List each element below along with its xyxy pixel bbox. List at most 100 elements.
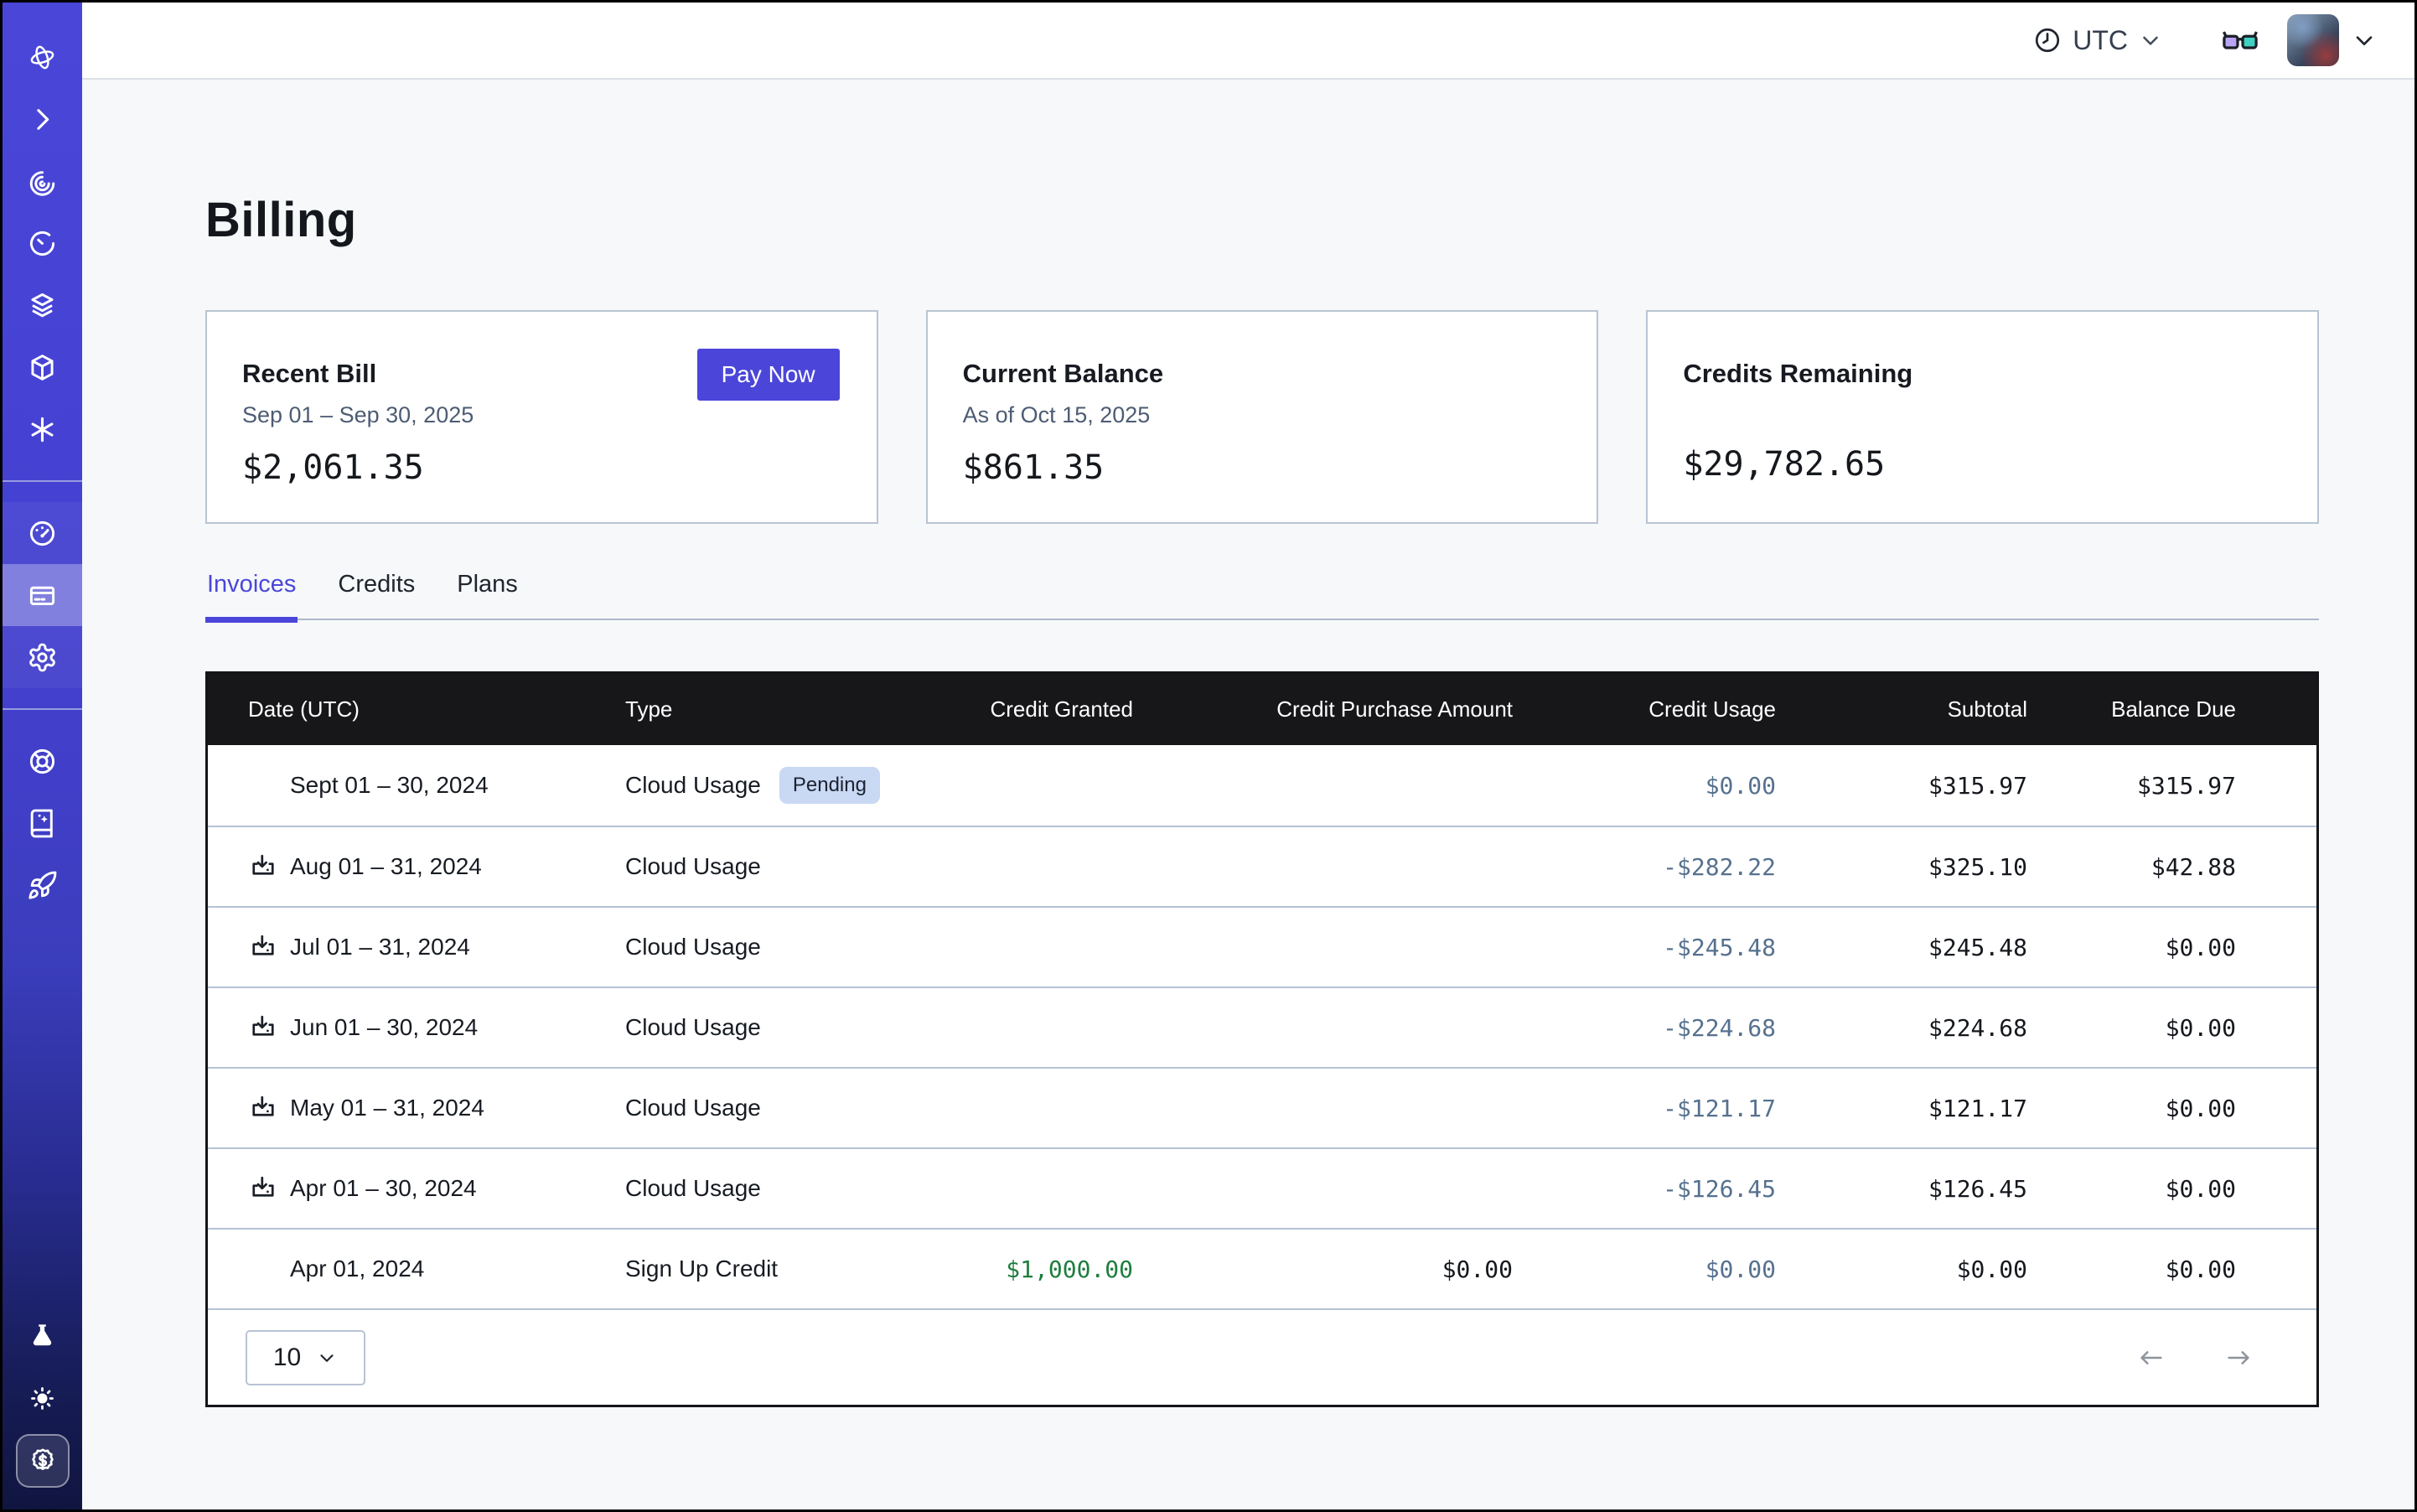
invoice-date: Apr 01 – 30, 2024 xyxy=(290,1175,477,1201)
invoice-date: Apr 01, 2024 xyxy=(290,1256,425,1282)
invoice-type-cell: Cloud Usage xyxy=(625,1095,935,1121)
sidebar-item-labs[interactable] xyxy=(3,1305,82,1367)
credits-remaining-amount: $29,782.65 xyxy=(1683,445,1886,484)
invoice-date-cell: May 01 – 31, 2024 xyxy=(208,1093,625,1123)
tab-plans[interactable]: Plans xyxy=(457,571,518,598)
sidebar-item-support[interactable] xyxy=(3,730,82,792)
asterisk-icon xyxy=(27,414,58,445)
credit-granted-value: $1,000.00 xyxy=(1006,1255,1133,1283)
pay-now-button[interactable]: Pay Now xyxy=(696,349,840,401)
download-icon[interactable] xyxy=(248,1093,278,1123)
sidebar-item-theme[interactable] xyxy=(3,1367,82,1429)
table-row: Aug 01 – 31, 2024 Cloud Usage -$282.22 $… xyxy=(208,826,2316,906)
balance-due-value: $42.88 xyxy=(2150,852,2236,881)
credit-card-icon xyxy=(27,580,58,611)
download-slot xyxy=(248,770,290,800)
credit-usage-value: $0.00 xyxy=(1705,771,1776,800)
invoice-date: Aug 01 – 31, 2024 xyxy=(290,853,482,879)
balance-due-value: $0.00 xyxy=(2165,933,2236,961)
timezone-label: UTC xyxy=(2073,24,2128,55)
orbit-logo-icon xyxy=(27,42,58,73)
summary-cards: Recent Bill Sep 01 – Sep 30, 2025 $2,061… xyxy=(205,310,2319,524)
credit-usage-value: -$121.17 xyxy=(1663,1094,1776,1122)
pager xyxy=(2132,1344,2258,1371)
status-badge: Pending xyxy=(779,767,880,804)
gear-icon xyxy=(27,642,58,673)
rocket-icon xyxy=(27,870,58,901)
invoice-type-cell: Cloud Usage xyxy=(625,934,935,961)
cube-icon xyxy=(27,352,58,383)
download-slot xyxy=(248,932,290,962)
col-header-credit-granted: Credit Granted xyxy=(990,696,1133,722)
flask-icon xyxy=(27,1321,58,1352)
tab-invoices[interactable]: Invoices xyxy=(205,571,298,623)
table-header-row: Date (UTC) Type Credit Granted Credit Pu… xyxy=(208,674,2316,745)
invoice-type-cell: Cloud Usage Pending xyxy=(625,767,935,804)
invoice-date-cell: Sept 01 – 30, 2024 xyxy=(208,770,625,800)
billing-period: Sep 01 – Sep 30, 2025 xyxy=(242,402,474,427)
sidebar-item-docs[interactable] xyxy=(3,792,82,854)
sidebar-item-credits[interactable] xyxy=(15,1434,70,1488)
balance-due-value: $0.00 xyxy=(2165,1094,2236,1122)
tab-credits[interactable]: Credits xyxy=(338,571,416,598)
download-icon[interactable] xyxy=(248,1173,278,1204)
col-header-balance-due: Balance Due xyxy=(2111,696,2236,722)
credits-remaining-card: Credits Remaining $29,782.65 xyxy=(1646,310,2319,524)
download-icon[interactable] xyxy=(248,932,278,962)
invoice-type: Cloud Usage xyxy=(625,1095,761,1121)
sidebar-item-usage[interactable] xyxy=(3,502,82,564)
layers-icon xyxy=(27,290,58,321)
subtotal-value: $121.17 xyxy=(1928,1094,2027,1122)
sidebar-item-cube[interactable] xyxy=(3,336,82,398)
balance-due-value: $0.00 xyxy=(2165,1255,2236,1283)
recent-bill-card: Recent Bill Sep 01 – Sep 30, 2025 $2,061… xyxy=(205,310,878,524)
current-balance-card: Current Balance As of Oct 15, 2025 $861.… xyxy=(925,310,1599,524)
sidebar xyxy=(3,3,82,1509)
invoice-type: Cloud Usage xyxy=(625,772,761,798)
timezone-dropdown[interactable]: UTC xyxy=(2032,25,2163,56)
next-page-arrow-icon[interactable] xyxy=(2219,1344,2258,1371)
spiral-icon xyxy=(27,166,58,197)
billing-page: Billing Recent Bill Sep 01 – Sep 30, 202… xyxy=(82,80,2414,1509)
sidebar-item-layers[interactable] xyxy=(3,274,82,336)
credit-usage-value: -$224.68 xyxy=(1663,1013,1776,1042)
invoice-date-cell: Jun 01 – 30, 2024 xyxy=(208,1012,625,1043)
download-icon[interactable] xyxy=(248,852,278,882)
table-row: Apr 01 – 30, 2024 Cloud Usage -$126.45 $… xyxy=(208,1147,2316,1228)
sidebar-divider xyxy=(3,708,82,710)
invoice-type: Cloud Usage xyxy=(625,1014,761,1040)
page-size-select[interactable]: 10 xyxy=(246,1329,365,1385)
view-mode-button[interactable] xyxy=(2218,23,2262,58)
account-menu[interactable] xyxy=(2287,14,2378,66)
invoice-date-cell: Jul 01 – 31, 2024 xyxy=(208,932,625,962)
recent-bill-amount: $2,061.35 xyxy=(242,448,424,487)
dollar-badge-icon xyxy=(28,1446,58,1476)
previous-page-arrow-icon[interactable] xyxy=(2132,1344,2171,1371)
balance-due-value: $0.00 xyxy=(2165,1174,2236,1203)
lifebuoy-icon xyxy=(27,746,58,777)
balance-as-of: As of Oct 15, 2025 xyxy=(962,402,1151,427)
topbar: UTC xyxy=(82,3,2414,80)
sidebar-item-asterisk[interactable] xyxy=(3,398,82,460)
sidebar-item-spiral[interactable] xyxy=(3,150,82,212)
sidebar-item-history[interactable] xyxy=(3,212,82,274)
download-slot xyxy=(248,1173,290,1204)
app-logo-button[interactable] xyxy=(3,26,82,88)
sidebar-item-billing[interactable] xyxy=(3,564,82,626)
table-row: Jun 01 – 30, 2024 Cloud Usage -$224.68 $… xyxy=(208,986,2316,1067)
sidebar-item-settings[interactable] xyxy=(3,626,82,688)
sidebar-spacer xyxy=(3,916,82,1305)
clock-icon xyxy=(2032,25,2062,55)
invoice-table-body: Sept 01 – 30, 2024 Cloud Usage Pending $… xyxy=(208,745,2316,1308)
sidebar-item-getting-started[interactable] xyxy=(3,854,82,916)
download-icon[interactable] xyxy=(248,1012,278,1043)
chevron-right-icon xyxy=(27,104,58,135)
sidebar-expand-button[interactable] xyxy=(3,88,82,150)
credit-usage-value: -$245.48 xyxy=(1663,933,1776,961)
col-header-credit-usage: Credit Usage xyxy=(1648,696,1776,722)
col-header-subtotal: Subtotal xyxy=(1947,696,2027,722)
subtotal-value: $224.68 xyxy=(1928,1013,2027,1042)
current-balance-amount: $861.35 xyxy=(962,448,1105,487)
invoice-date: Jun 01 – 30, 2024 xyxy=(290,1014,479,1040)
